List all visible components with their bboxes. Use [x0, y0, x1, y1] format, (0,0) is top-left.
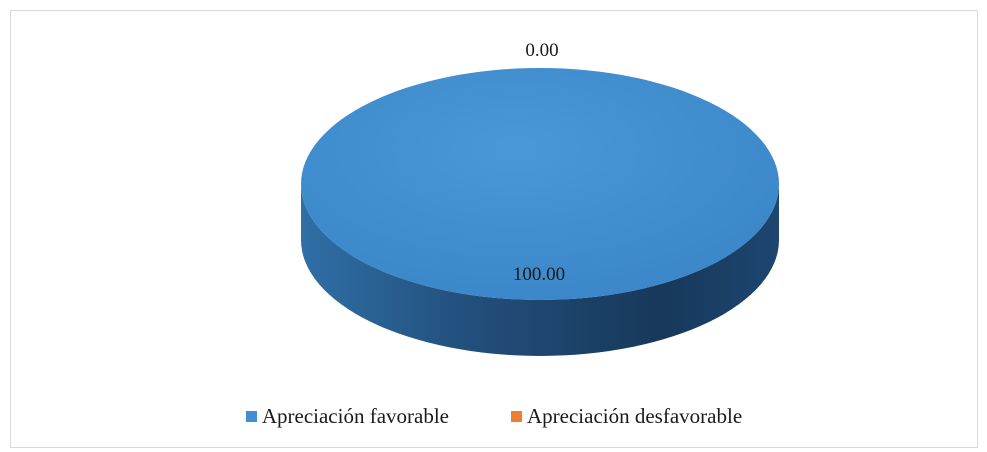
chart-legend: Apreciación favorable Apreciación desfav…: [11, 404, 977, 429]
legend-item-desfavorable: Apreciación desfavorable: [511, 404, 742, 429]
legend-label-desfavorable: Apreciación desfavorable: [527, 404, 743, 428]
legend-label-favorable: Apreciación favorable: [261, 404, 449, 428]
pie-slice-side: [301, 184, 779, 356]
legend-item-favorable: Apreciación favorable: [245, 404, 449, 429]
data-label-favorable: 100.00: [513, 264, 565, 285]
pie-chart: 100.00 0.00: [301, 40, 779, 356]
legend-swatch-desfavorable: [511, 411, 522, 422]
data-label-desfavorable: 0.00: [525, 40, 558, 61]
legend-swatch-favorable: [245, 411, 257, 422]
pie-slice-favorable: [301, 68, 779, 300]
chart-area: 100.00 0.00 Apreciación favorable Apreci…: [10, 10, 978, 448]
